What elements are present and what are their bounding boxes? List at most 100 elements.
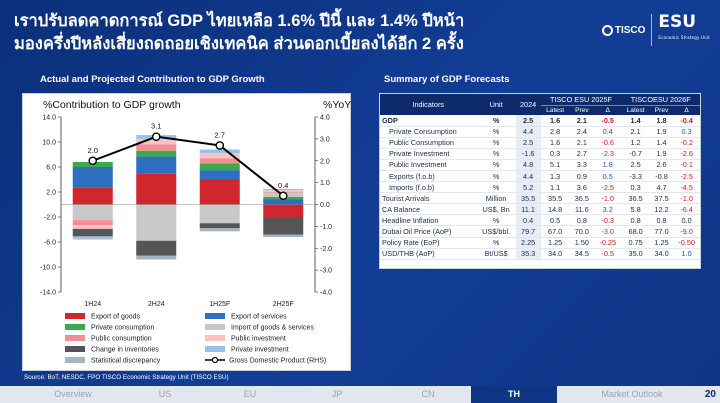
table-cell-y2024: 2.25 xyxy=(515,237,541,249)
header-unit: Unit xyxy=(476,94,516,115)
nav-item-overview[interactable]: Overview xyxy=(54,389,92,399)
headline: เราปรับลดคาดการณ์ GDP ไทยเหลือ 1.6% ปีนี… xyxy=(14,10,604,56)
table-row: Imports (f.o.b)% 5.2 1.1 3.6 -2.5 0.3 4.7 -4.5 xyxy=(380,181,700,194)
table-cell-l25: 67.0 xyxy=(540,225,570,238)
bar-segment-change-inventories xyxy=(199,223,240,229)
table-cell-p26: 77.0 xyxy=(649,225,674,238)
esu-logo-text: ESU xyxy=(658,12,697,32)
legend-swatch-import-goods-services xyxy=(205,324,225,330)
nav-item-cn[interactable]: CN xyxy=(421,389,435,399)
table-cell-l25: 1.3 xyxy=(540,170,570,183)
table-cell-p25: 2.4 xyxy=(569,126,594,138)
nav-item-eu[interactable]: EU xyxy=(243,389,257,399)
table-row: USD/THB (AoP) Bt/US$ 35.3 34.0 34.5 -0.5 35.0 3… xyxy=(380,248,700,260)
table-cell-unit: % xyxy=(476,214,516,227)
legend-label: Import of goods & services xyxy=(231,325,314,332)
table-cell-ind: CA Balance xyxy=(380,203,477,216)
legend-swatch-private-investment xyxy=(205,346,225,352)
forecast-table-panel: Indicators Unit 2024 TISCO ESU 2025F TIS… xyxy=(379,93,701,269)
legend-label: Export of goods xyxy=(91,314,141,321)
table-cell-unit: % xyxy=(476,137,516,149)
table-cell-unit: % xyxy=(476,148,516,160)
table-cell-l26: 0.8 xyxy=(621,214,650,227)
y2-tick-label: 4.0 xyxy=(320,115,330,122)
table-cell-ind: Private Consumption xyxy=(380,126,477,138)
gdp-line xyxy=(92,135,284,197)
table-cell-l25: 2.8 xyxy=(540,126,570,138)
table-cell-ind: USD/THB (AoP) xyxy=(380,248,477,260)
legend-label: Change in inventories xyxy=(91,347,159,354)
legend-swatch-private-consumption xyxy=(65,324,85,330)
headline-line-1: เราปรับลดคาดการณ์ GDP ไทยเหลือ 1.6% ปีนี… xyxy=(14,12,465,30)
table-cell-p25: 2.1 xyxy=(569,137,594,149)
table-cell-p25: 11.6 xyxy=(569,203,594,216)
header-esu-2026: TISCOESU 2026F xyxy=(621,94,700,106)
contribution-chart: %Contribution to GDP growth %YoY 14.0 10.0 6… xyxy=(40,99,351,365)
table-cell-p25: 2.7 xyxy=(569,148,594,160)
y2-tick-label: -1.0 xyxy=(320,224,332,231)
table-cell-d25: 0.5 xyxy=(593,170,622,183)
legend-label: Private investment xyxy=(231,347,289,354)
bar-segment-private-investment xyxy=(263,188,304,191)
table-cell-l25: 1.6 xyxy=(540,137,570,149)
table-cell-p26: 1.9 xyxy=(649,126,674,138)
y2-tick-label: -2.0 xyxy=(320,246,332,253)
nav-item-market-outlook[interactable]: Market Outlook xyxy=(601,389,663,399)
legend-label: Export of services xyxy=(231,314,287,321)
bar-segment-statistical-discrepancy xyxy=(199,228,240,232)
table-cell-p26: 4.7 xyxy=(649,181,674,194)
table-row: Headline Inflation% 0.4 0.5 0.8 -0.3 0.8 0.8 0.… xyxy=(380,214,700,227)
table-cell-unit: % xyxy=(476,237,516,249)
table-cell-l26: 0.3 xyxy=(621,181,650,194)
table-cell-d26: -4.5 xyxy=(673,181,700,194)
table-cell-d25: -0.3 xyxy=(593,214,622,227)
legend-label: Private consumption xyxy=(91,325,155,332)
table-cell-l25: 0.5 xyxy=(540,214,570,227)
table-cell-unit: % xyxy=(476,126,516,138)
table-cell-l26: -3.3 xyxy=(621,170,650,183)
table-cell-l26: 2.5 xyxy=(621,159,650,171)
tisco-logo-icon xyxy=(601,24,613,36)
y2-tick-label: 1.0 xyxy=(320,180,330,187)
table-cell-p25: 3.6 xyxy=(569,181,594,194)
table-cell-p25: 36.5 xyxy=(569,192,594,205)
table-cell-unit: US$/bbl. xyxy=(476,225,516,238)
table-cell-p26: 1.25 xyxy=(649,237,674,249)
tisco-logo: TISCO xyxy=(601,24,645,36)
bar-segment-public-consumption xyxy=(199,158,240,164)
header-indicators: Indicators xyxy=(380,94,477,115)
table-cell-y2024: 11.1 xyxy=(515,203,541,216)
bar-segment-private-consumption xyxy=(199,163,240,171)
y-tick-label: -10.0 xyxy=(40,265,56,272)
gdp-data-label: 2.7 xyxy=(215,130,225,139)
table-cell-l25: 5.1 xyxy=(540,159,570,171)
bar-segment-public-investment xyxy=(72,225,113,229)
table-cell-p26: 0.8 xyxy=(649,214,674,227)
bar-segment-import-goods-services xyxy=(199,204,240,224)
gdp-point xyxy=(88,156,98,166)
legend-swatch-change-inventories xyxy=(65,346,85,352)
table-row: Public Investment% 4.8 5.1 3.3 1.8 2.5 2.6 -0.1 xyxy=(380,159,700,171)
y2-tick-label: 0.0 xyxy=(320,202,330,209)
table-cell-d26: -2.5 xyxy=(673,170,700,183)
table-row: Dubai Oil Price (AoP) US$/bbl. 79.7 67.0 70.… xyxy=(380,225,700,238)
table-cell-unit: US$, Bn xyxy=(476,203,516,216)
y2-tick-label: -3.0 xyxy=(320,268,332,275)
table-row: Public Consumption% 2.5 1.6 2.1 -0.6 1.2 1.4 -0… xyxy=(380,137,700,149)
table-cell-d26: -9.0 xyxy=(673,225,700,238)
bar-segment-public-investment xyxy=(199,153,240,159)
table-cell-y2024: 35.5 xyxy=(515,192,541,205)
nav-item-jp[interactable]: JP xyxy=(331,389,343,399)
table-cell-d25: -0.5 xyxy=(593,115,622,127)
bar-segment-change-inventories xyxy=(263,217,304,235)
brand-logo: TISCO ESU Economic Strategy Unit xyxy=(601,12,710,46)
y-tick-label: -6.0 xyxy=(44,240,56,247)
nav-item-us[interactable]: US xyxy=(158,389,172,399)
table-cell-d25: -0.25 xyxy=(593,237,622,249)
table-cell-ind: Private Investment xyxy=(380,148,477,160)
bar-segment-statistical-discrepancy xyxy=(136,255,177,260)
nav-item-th[interactable]: TH xyxy=(508,389,520,399)
legend-label: Statistical discrepancy xyxy=(91,358,161,365)
table-row: Policy Rate (EoP)% 2.25 1.25 1.50 -0.25 0.75 1… xyxy=(380,237,700,249)
table-cell-l25: 0.3 xyxy=(540,148,570,160)
